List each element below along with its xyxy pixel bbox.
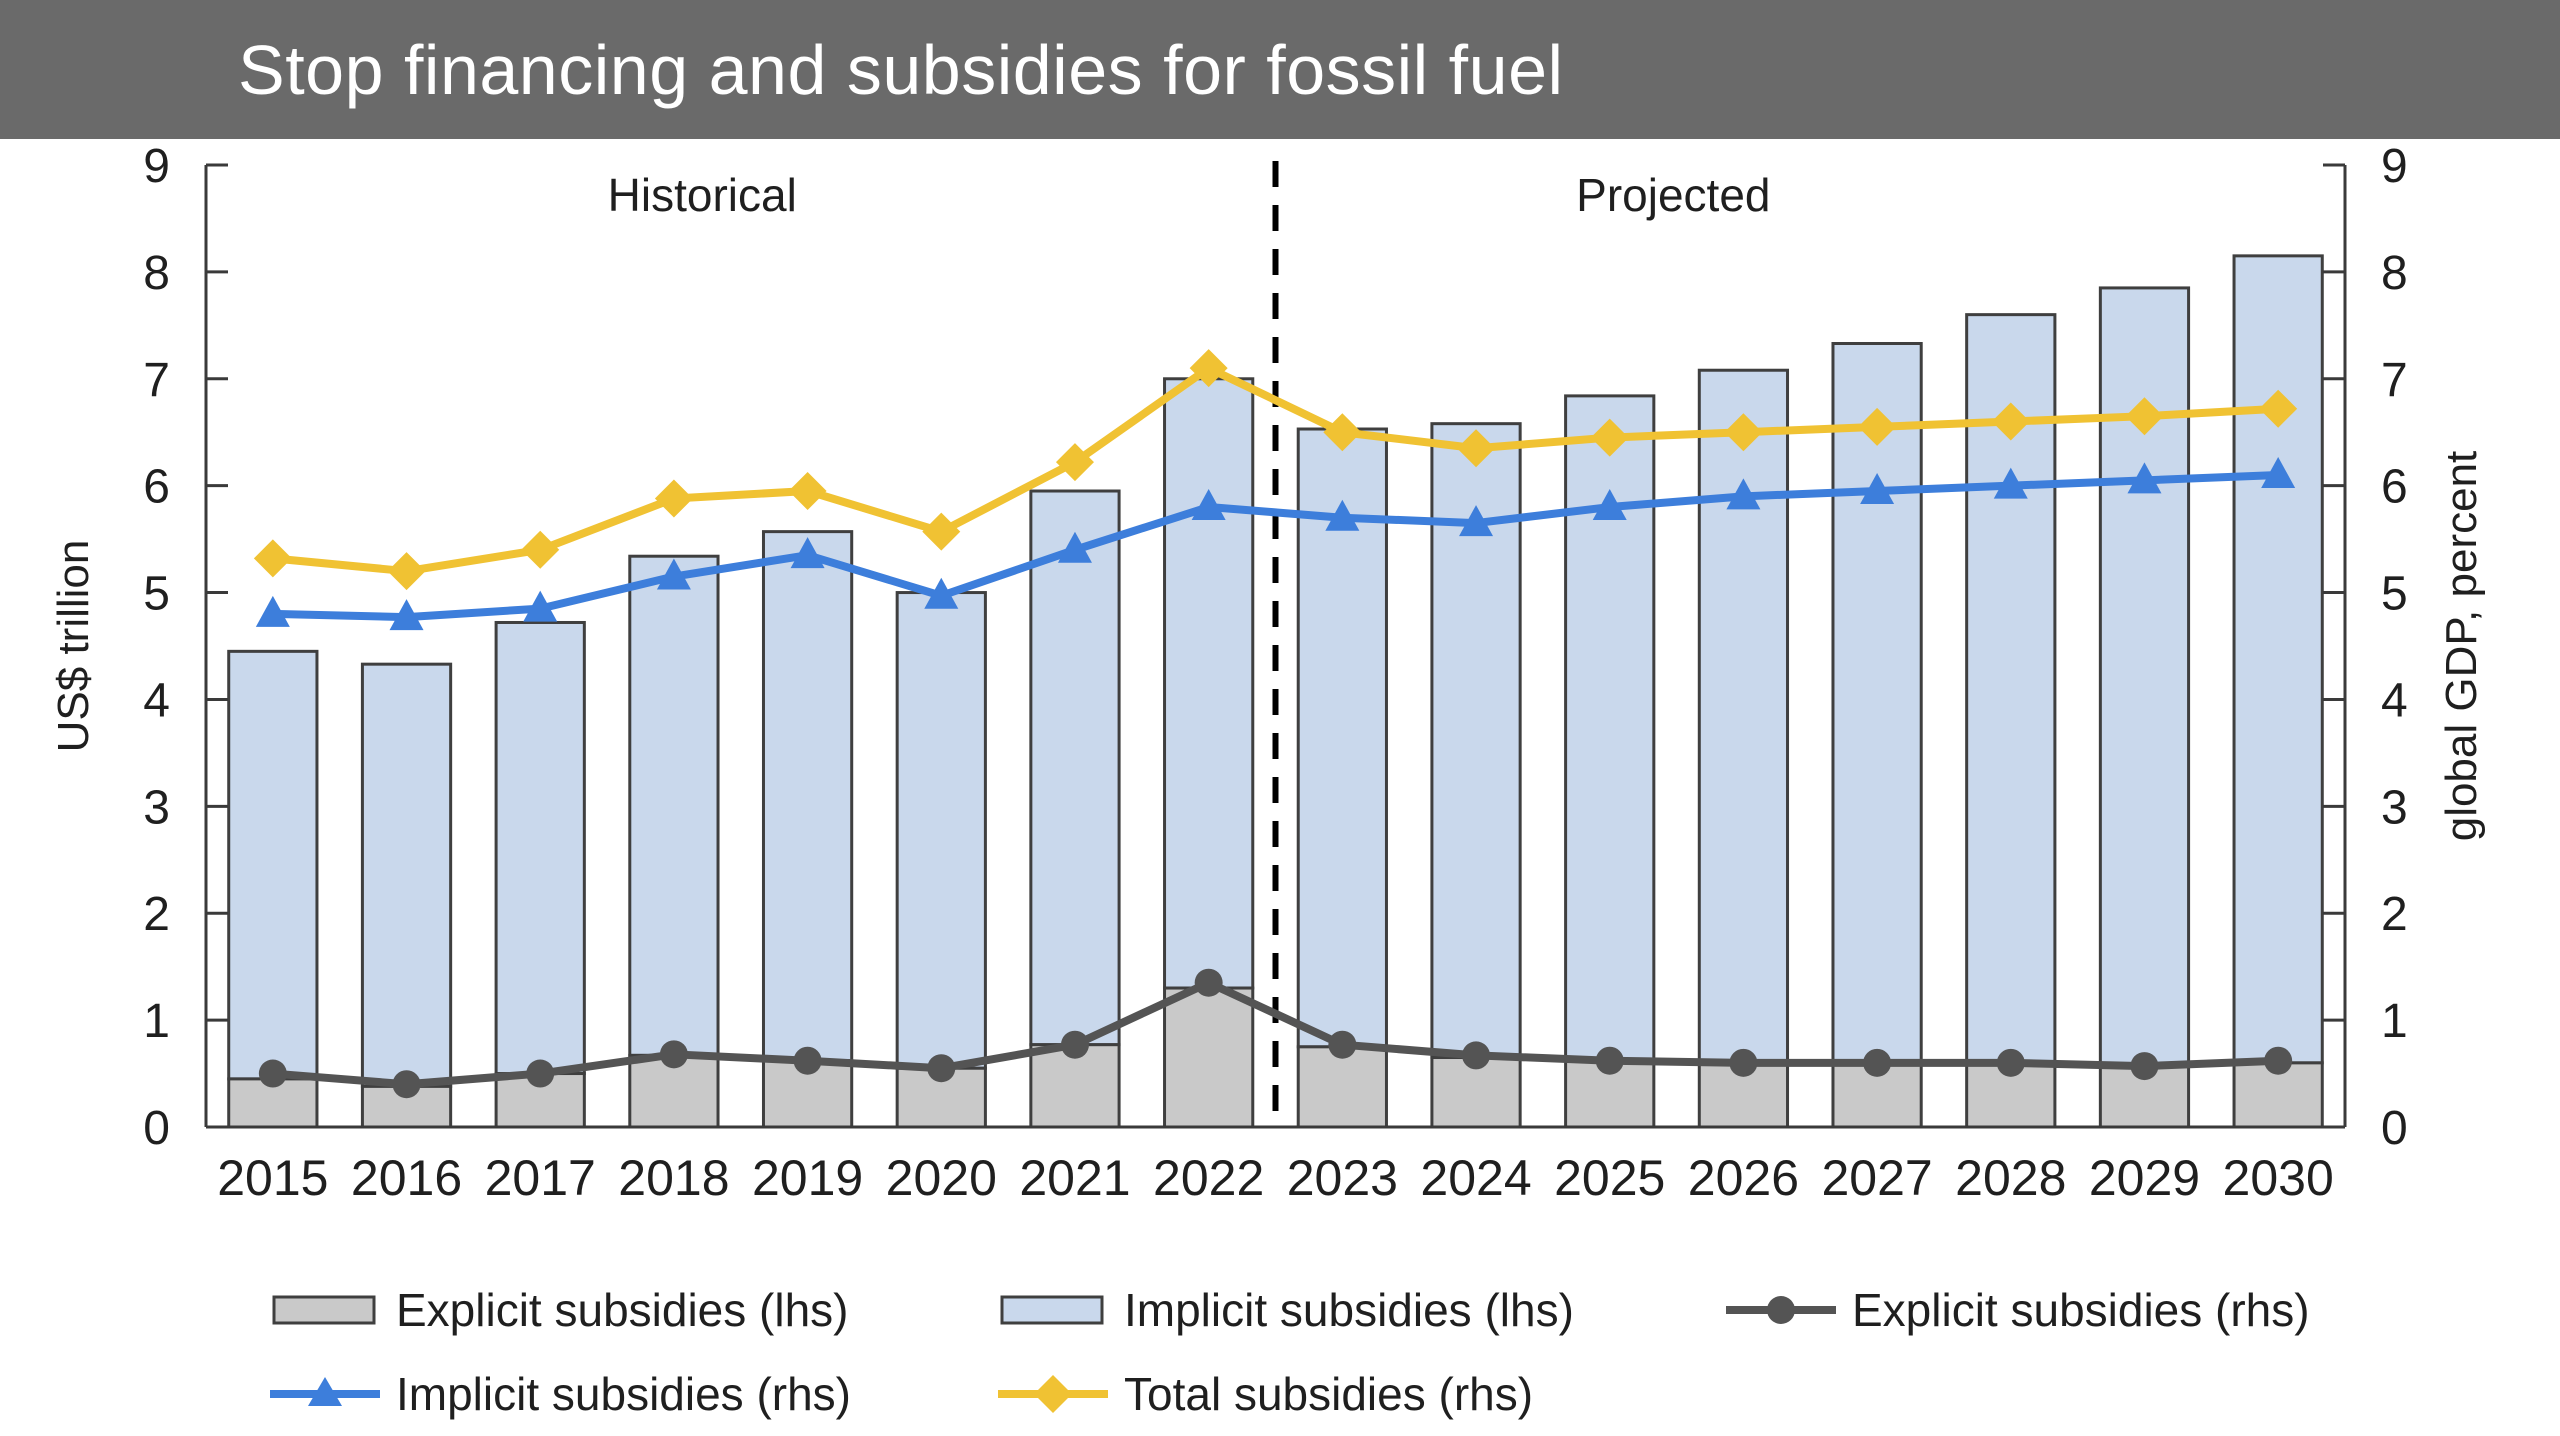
slide-header: Stop financing and subsidies for fossil … <box>0 0 2560 139</box>
legend-item-implicit-lhs: Implicit subsidies (lhs) <box>998 1273 1726 1347</box>
svg-text:5: 5 <box>143 568 170 621</box>
svg-text:2: 2 <box>143 888 170 941</box>
legend-label-explicit-rhs: Explicit subsidies (rhs) <box>1852 1284 2310 1336</box>
legend-swatch-implicit-line <box>270 1377 380 1406</box>
subsidies-chart-canvas: 0 0 1 1 2 2 3 3 4 4 5 5 6 6 7 7 8 8 9 9 2015 2016 2017 2018 2019… <box>49 140 2486 1206</box>
svg-text:8: 8 <box>2381 247 2408 300</box>
svg-text:1: 1 <box>143 995 170 1048</box>
svg-text:2016: 2016 <box>351 1150 462 1206</box>
slide-title: Stop financing and subsidies for fossil … <box>238 30 1564 109</box>
svg-text:3: 3 <box>2381 781 2408 834</box>
svg-text:2019: 2019 <box>752 1150 863 1206</box>
svg-text:2022: 2022 <box>1153 1150 1264 1206</box>
svg-text:4: 4 <box>143 674 170 727</box>
svg-text:6: 6 <box>2381 461 2408 514</box>
svg-text:4: 4 <box>2381 674 2408 727</box>
svg-text:7: 7 <box>143 354 170 407</box>
svg-text:1: 1 <box>2381 995 2408 1048</box>
svg-text:global GDP, percent: global GDP, percent <box>2437 451 2486 842</box>
svg-text:2029: 2029 <box>2089 1150 2200 1206</box>
svg-text:7: 7 <box>2381 354 2408 407</box>
svg-text:2026: 2026 <box>1688 1150 1799 1206</box>
svg-text:9: 9 <box>2381 140 2408 193</box>
svg-text:2015: 2015 <box>217 1150 328 1206</box>
svg-text:2028: 2028 <box>1955 1150 2066 1206</box>
svg-text:2025: 2025 <box>1554 1150 1665 1206</box>
svg-text:Historical: Historical <box>608 169 797 221</box>
svg-text:2: 2 <box>2381 888 2408 941</box>
svg-text:2024: 2024 <box>1420 1150 1531 1206</box>
svg-text:3: 3 <box>143 781 170 834</box>
svg-text:8: 8 <box>143 247 170 300</box>
chart-legend: Explicit subsidies (lhs) Implicit subsid… <box>270 1245 2540 1431</box>
legend-label-total-rhs: Total subsidies (rhs) <box>1124 1368 1534 1420</box>
svg-text:2018: 2018 <box>618 1150 729 1206</box>
svg-text:0: 0 <box>2381 1102 2408 1155</box>
svg-text:6: 6 <box>143 461 170 514</box>
legend-swatch-total-line <box>998 1375 1108 1413</box>
subsidies-chart: 0 0 1 1 2 2 3 3 4 4 5 5 6 6 7 7 8 8 9 9 2015 2016 2017 2018 2019… <box>0 139 2560 1244</box>
svg-text:0: 0 <box>143 1102 170 1155</box>
legend-swatch-explicit-bar <box>272 1295 376 1325</box>
legend-item-explicit-lhs: Explicit subsidies (lhs) <box>270 1273 998 1347</box>
svg-text:2020: 2020 <box>886 1150 997 1206</box>
svg-text:US$ trillion: US$ trillion <box>49 540 98 753</box>
svg-text:9: 9 <box>143 140 170 193</box>
legend-item-implicit-rhs: Implicit subsidies (rhs) <box>270 1357 998 1431</box>
svg-text:2027: 2027 <box>1821 1150 1932 1206</box>
legend-label-implicit-rhs: Implicit subsidies (rhs) <box>396 1368 851 1420</box>
svg-text:5: 5 <box>2381 568 2408 621</box>
svg-text:Projected: Projected <box>1576 169 1770 221</box>
legend-swatch-explicit-line <box>1726 1296 1836 1324</box>
svg-text:2021: 2021 <box>1019 1150 1130 1206</box>
svg-text:2017: 2017 <box>485 1150 596 1206</box>
legend-item-total-rhs: Total subsidies (rhs) <box>998 1357 1726 1431</box>
legend-label-explicit-lhs: Explicit subsidies (lhs) <box>396 1284 849 1336</box>
svg-text:2030: 2030 <box>2223 1150 2334 1206</box>
legend-swatch-implicit-bar <box>1000 1295 1104 1325</box>
legend-item-explicit-rhs: Explicit subsidies (rhs) <box>1726 1273 2540 1347</box>
legend-label-implicit-lhs: Implicit subsidies (lhs) <box>1124 1284 1574 1336</box>
svg-text:2023: 2023 <box>1287 1150 1398 1206</box>
